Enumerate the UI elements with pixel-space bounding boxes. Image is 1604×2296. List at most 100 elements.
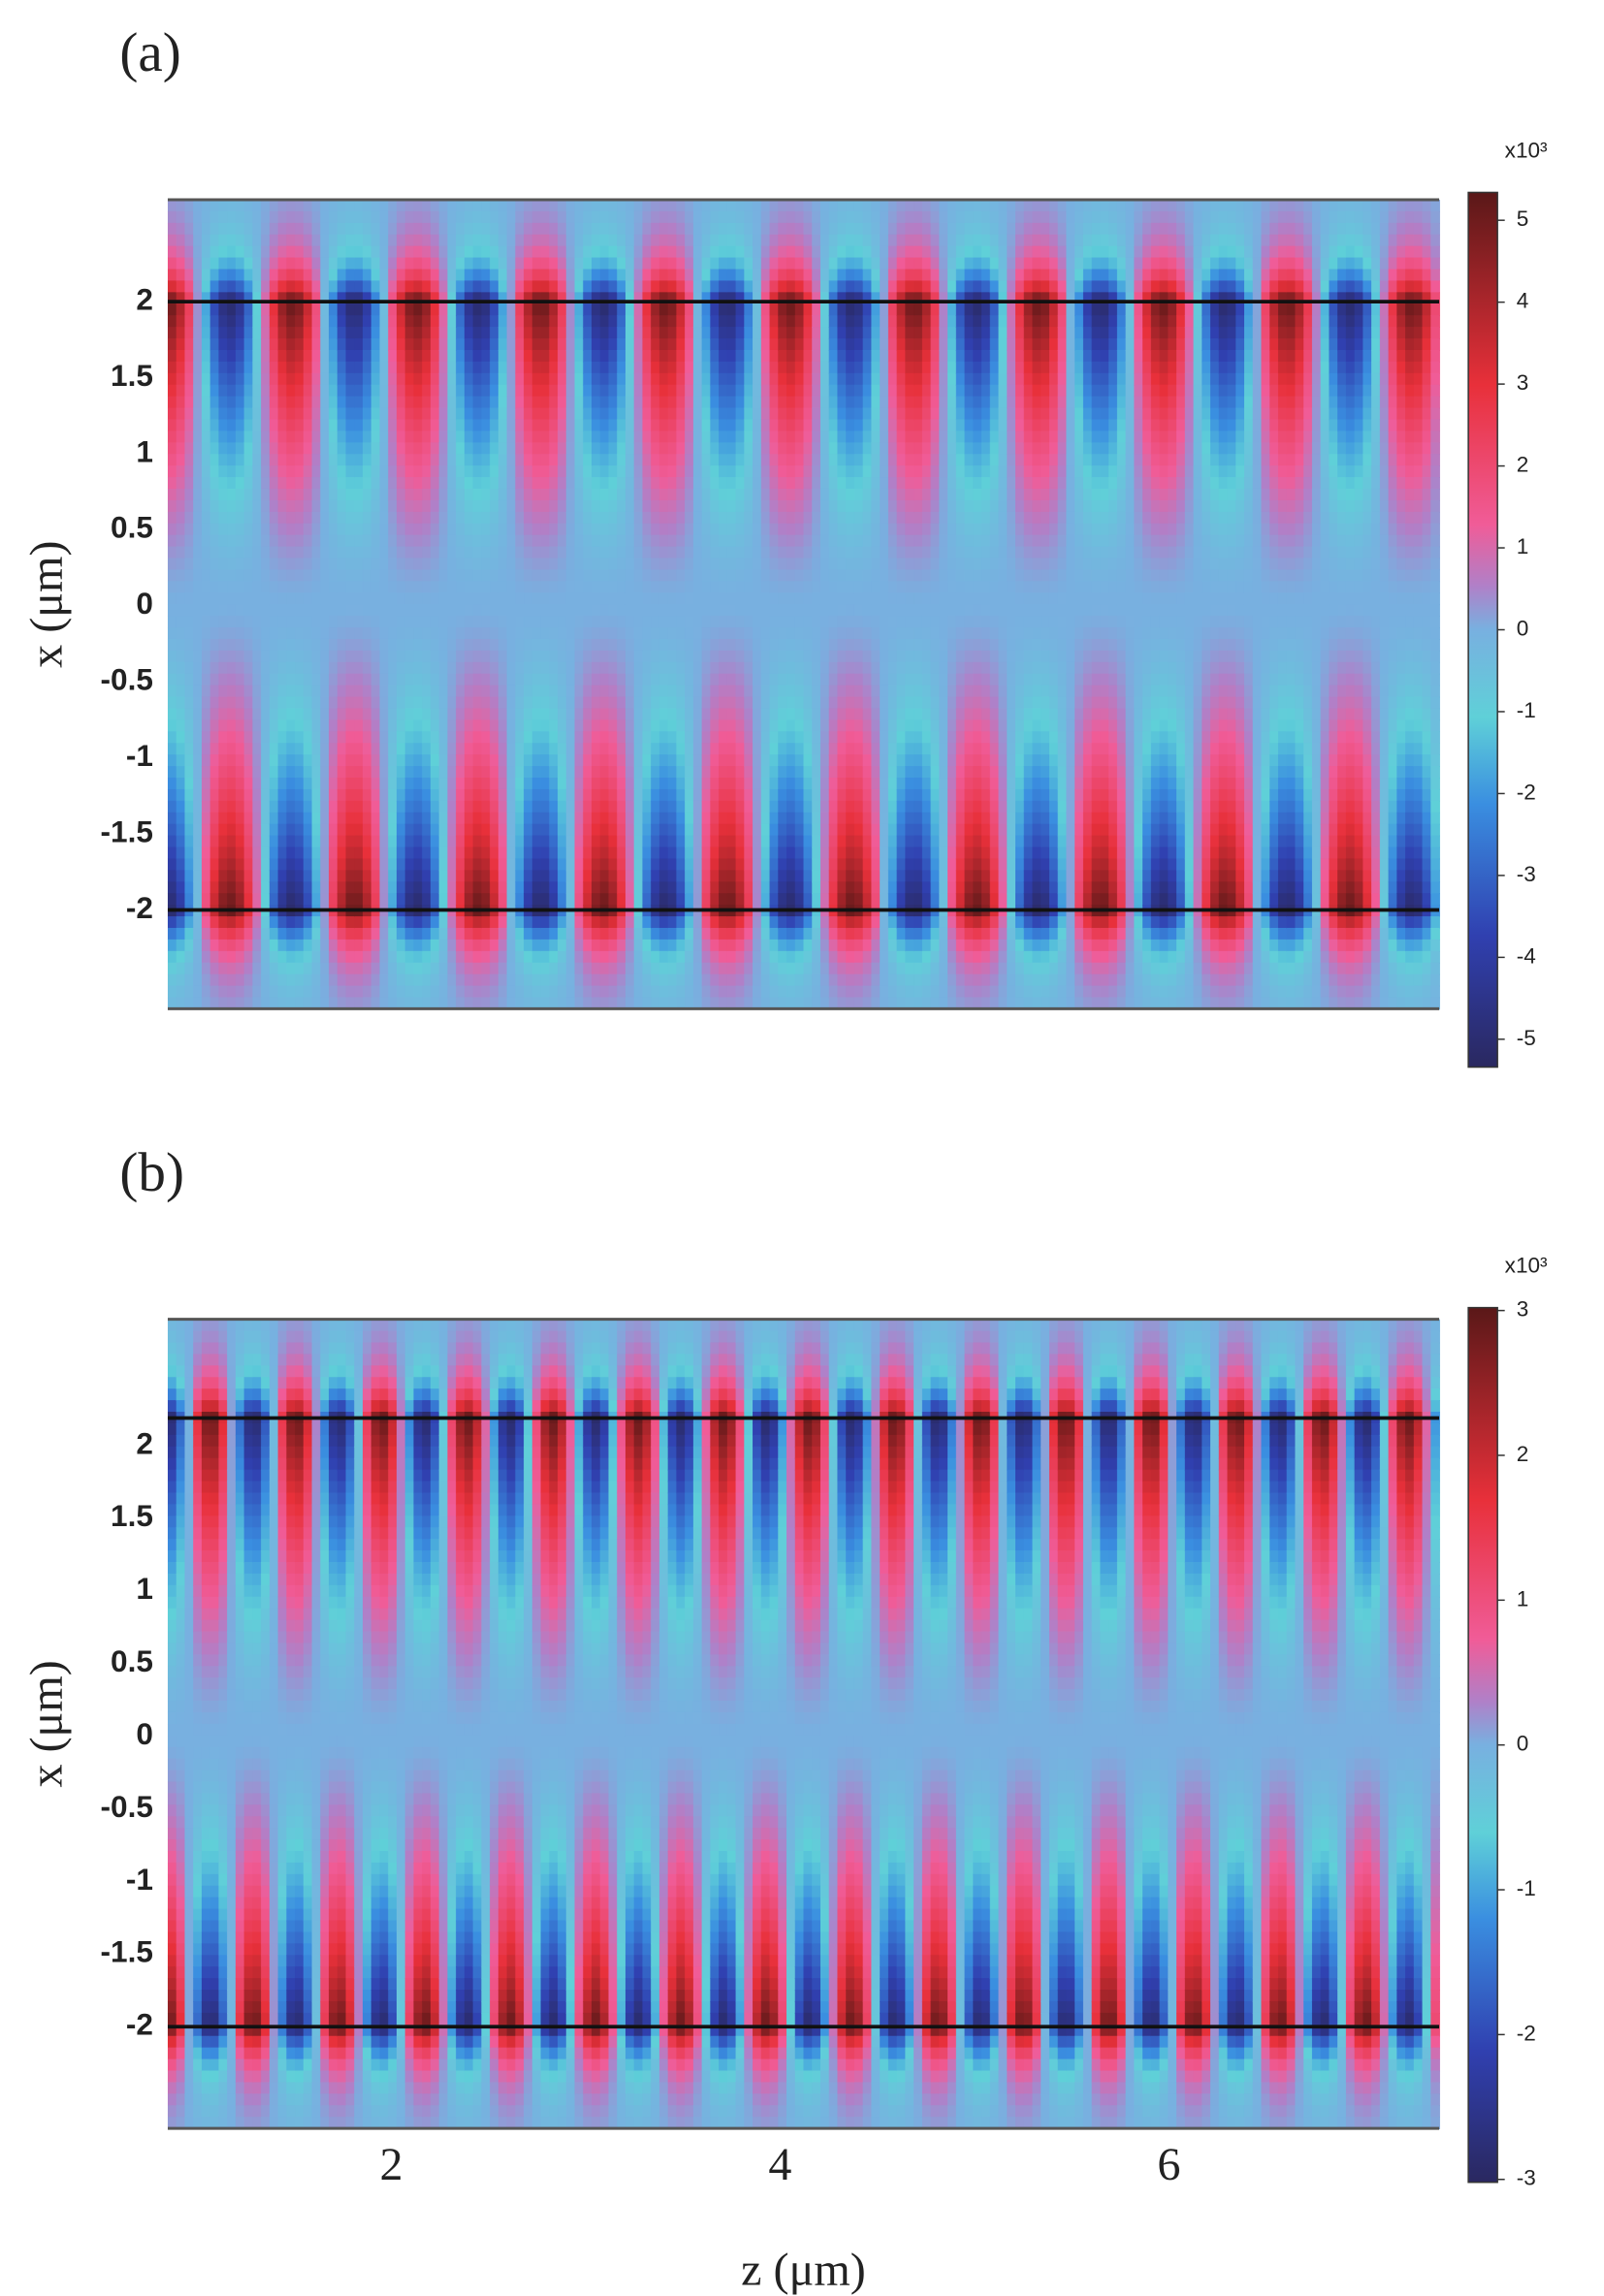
field-cell: [397, 627, 406, 640]
field-cell: [379, 697, 389, 710]
field-cell: [515, 847, 525, 860]
field-cell: [193, 743, 203, 755]
field-cell: [286, 408, 296, 421]
field-cell: [388, 686, 398, 698]
field-cell: [270, 836, 279, 848]
field-cell: [346, 986, 356, 999]
field-cell: [532, 789, 542, 802]
field-cell: [193, 246, 203, 259]
field-cell: [524, 258, 533, 271]
field-cell: [312, 315, 322, 328]
field-cell: [252, 847, 262, 860]
field-cell: [193, 535, 203, 548]
field-cell: [252, 836, 262, 848]
field-cell: [227, 686, 237, 698]
field-cell: [736, 315, 746, 328]
field-cell: [346, 200, 356, 212]
field-cell: [761, 235, 771, 247]
field-cell: [202, 986, 211, 999]
field-cell: [397, 211, 406, 224]
field-cell: [295, 697, 305, 710]
field-cell: [465, 338, 474, 351]
field-cell: [227, 477, 237, 490]
field-cell: [583, 824, 593, 837]
field-cell: [329, 813, 338, 825]
field-cell: [710, 686, 720, 698]
field-cell: [676, 280, 686, 293]
field-cell: [507, 789, 517, 802]
field-cell: [397, 824, 406, 837]
field-cell: [354, 581, 364, 593]
field-cell: [363, 916, 372, 929]
field-cell: [473, 338, 483, 351]
field-cell: [413, 708, 423, 720]
field-cell: [592, 813, 601, 825]
field-cell: [304, 558, 313, 571]
field-cell: [168, 651, 177, 663]
field-cell: [397, 708, 406, 720]
field-cell: [236, 639, 245, 652]
field-cell: [176, 951, 186, 964]
field-cell: [515, 303, 525, 316]
field-cell: [363, 836, 372, 848]
field-cell: [736, 674, 746, 686]
field-cell: [617, 778, 626, 790]
field-cell: [744, 524, 754, 536]
field-cell: [261, 870, 271, 882]
field-cell: [626, 246, 635, 259]
field-cell: [320, 801, 330, 813]
field-cell: [388, 430, 398, 443]
field-cell: [659, 235, 669, 247]
field-cell: [363, 754, 372, 767]
field-cell: [261, 592, 271, 605]
field-cell: [744, 592, 754, 605]
field-cell: [600, 430, 610, 443]
field-cell: [592, 454, 601, 466]
field-cell: [465, 870, 474, 882]
field-cell: [312, 604, 322, 617]
field-cell: [626, 847, 635, 860]
field-cell: [481, 258, 491, 271]
field-cell: [465, 651, 474, 663]
field-cell: [498, 235, 508, 247]
field-cell: [592, 500, 601, 513]
field-cell: [227, 397, 237, 409]
field-cell: [447, 477, 457, 490]
field-cell: [304, 524, 313, 536]
field-cell: [168, 524, 177, 536]
field-cell: [481, 686, 491, 698]
field-cell: [405, 338, 415, 351]
field-cell: [617, 581, 626, 593]
field-cell: [549, 477, 559, 490]
field-cell: [473, 986, 483, 999]
field-cell: [236, 362, 245, 374]
field-cell: [413, 766, 423, 779]
field-cell: [329, 338, 338, 351]
field-cell: [490, 558, 499, 571]
field-cell: [727, 535, 737, 548]
field-cell: [744, 280, 754, 293]
field-cell: [515, 489, 525, 501]
field-cell: [346, 373, 356, 386]
field-cell: [397, 974, 406, 987]
field-cell: [770, 269, 780, 281]
field-cell: [719, 639, 728, 652]
field-cell: [744, 454, 754, 466]
field-cell: [329, 569, 338, 582]
field-cell: [252, 211, 262, 224]
field-cell: [236, 708, 245, 720]
field-cell: [481, 512, 491, 525]
field-cell: [278, 870, 288, 882]
field-cell: [329, 627, 338, 640]
field-cell: [770, 397, 780, 409]
field-cell: [405, 847, 415, 860]
field-cell: [634, 280, 644, 293]
field-cell: [761, 535, 771, 548]
field-cell: [651, 801, 660, 813]
field-cell: [566, 477, 576, 490]
field-cell: [651, 223, 660, 236]
field-cell: [642, 801, 652, 813]
field-cell: [592, 778, 601, 790]
field-cell: [566, 604, 576, 617]
field-cell: [608, 327, 618, 339]
